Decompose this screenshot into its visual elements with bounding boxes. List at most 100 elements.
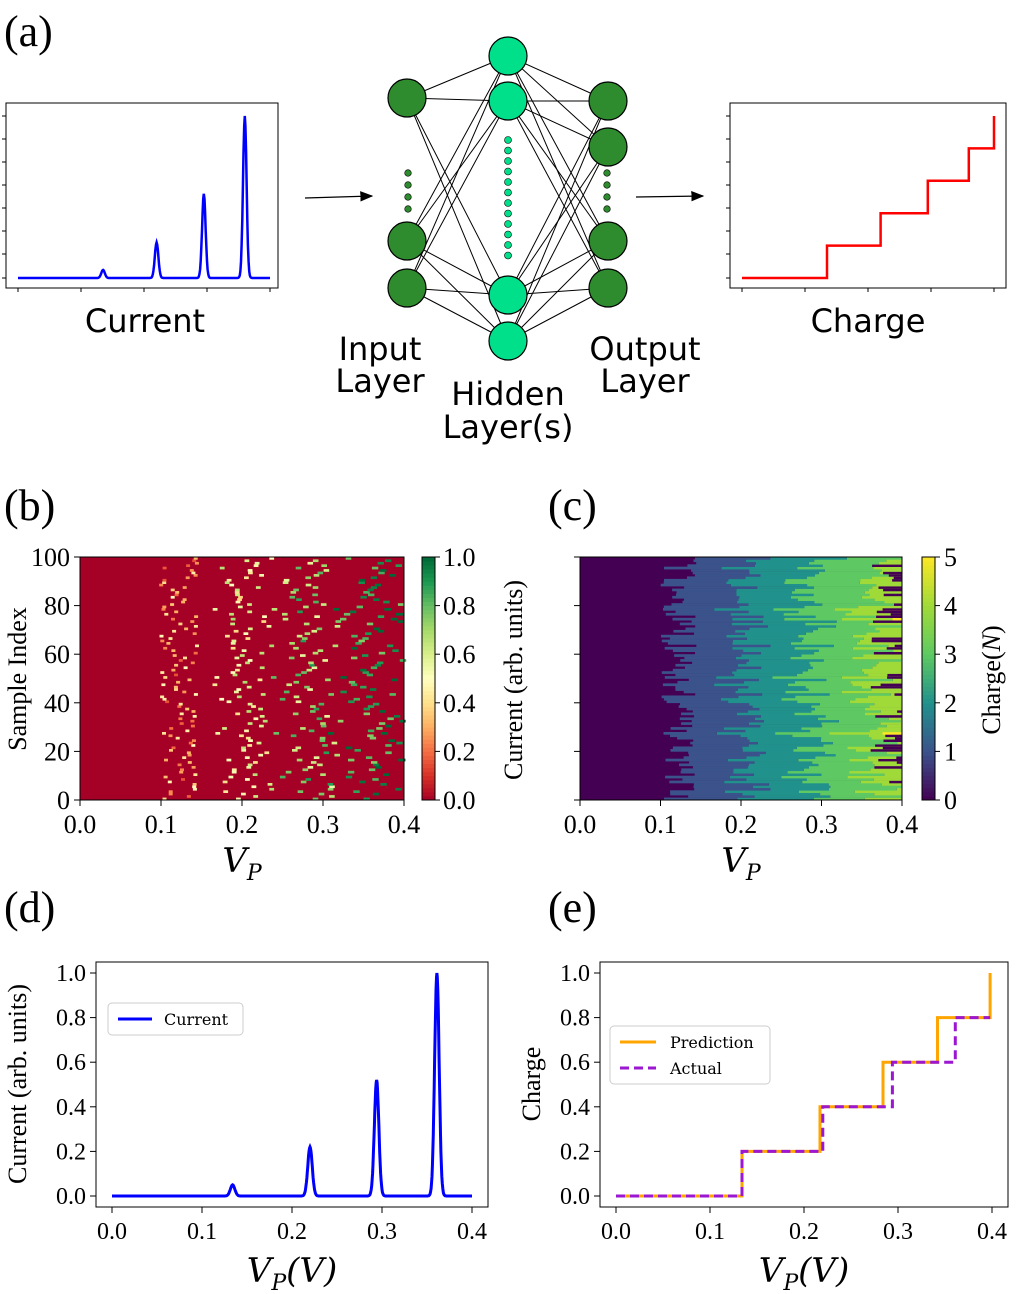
d-x-tick-label: 0.0	[97, 1219, 127, 1245]
current-peak-cell	[159, 583, 164, 587]
current-peak-cell	[376, 727, 383, 730]
e-y-tick-label: 0.4	[560, 1095, 590, 1121]
charge-level-cell	[749, 627, 818, 631]
b-y-tick-label: 80	[44, 592, 70, 621]
charge-level-cell	[688, 795, 755, 798]
current-peak-cell	[259, 574, 264, 577]
colorbar-c-segment	[922, 743, 935, 748]
current-peak-cell	[293, 588, 299, 592]
current-peak-cell	[331, 741, 338, 745]
charge-level-cell	[726, 634, 799, 638]
colorbar-c-segment	[922, 617, 935, 623]
charge-level-cell	[720, 697, 782, 701]
current-peak-cell	[168, 792, 173, 796]
charge-level-cell	[749, 763, 819, 767]
current-peak-cell	[175, 736, 180, 740]
current-peak-cell	[310, 710, 316, 713]
charge-level-cell	[757, 586, 815, 589]
current-peak-cell	[226, 700, 232, 704]
charge-level-cell	[868, 622, 902, 626]
colorbar-c-tick-label: 5	[944, 543, 957, 572]
charge-level-cell	[682, 600, 738, 604]
charge-level-cell	[669, 780, 725, 784]
current-peak-cell	[256, 741, 262, 745]
current-peak-cell	[389, 693, 396, 696]
current-peak-cell	[366, 673, 374, 677]
charge-level-cell	[900, 719, 902, 723]
charge-level-cell	[897, 741, 902, 745]
charge-level-cell	[815, 707, 865, 711]
charge-level-cell	[680, 702, 750, 706]
charge-level-cell	[802, 671, 864, 674]
current-peak-cell	[362, 654, 369, 657]
charge-level-cell	[799, 790, 855, 793]
colorbar-c-segment	[922, 678, 935, 683]
current-peak-cell	[269, 644, 275, 648]
current-peak-cell	[288, 656, 295, 660]
current-peak-cell	[380, 732, 388, 735]
current-peak-cell	[383, 600, 390, 604]
network-nodes	[387, 36, 628, 361]
plot-e-axes: 0.0 0.1 0.2 0.3 0.4 0.0 0.2 0.4 0.6 0.8 1.0	[560, 961, 1007, 1245]
current-peak-cell	[367, 588, 374, 592]
charge-level-cell	[760, 574, 815, 577]
charge-level-cell	[692, 571, 750, 575]
plot-d-frame	[95, 961, 489, 1208]
charge-level-cell	[814, 600, 885, 604]
charge-level-cell	[672, 649, 744, 652]
e-xlabel: VP(V)	[759, 1251, 849, 1294]
hidden-ellipsis-dot	[504, 230, 512, 239]
current-peak-cell	[374, 583, 382, 587]
current-peak-cell	[388, 739, 395, 742]
current-peak-cell	[179, 770, 184, 774]
charge-reset-cell	[871, 639, 902, 643]
d-x-tick-label: 0.3	[367, 1219, 397, 1245]
hidden-ellipsis-dot	[504, 146, 512, 155]
charge-level-cell	[794, 588, 869, 592]
d-x-tick-label: 0.4	[457, 1219, 487, 1245]
colorbar-c-segment	[922, 702, 935, 708]
c-xlabel: VP	[721, 841, 762, 886]
charge-level-cell	[754, 795, 831, 798]
charge-level-cell	[828, 783, 882, 786]
current-peak-cell	[370, 586, 378, 589]
colorbar-c-segment	[922, 719, 935, 724]
colorbar-c-segment	[922, 658, 935, 663]
hidden-ellipsis-dot	[504, 209, 512, 218]
charge-level-cell	[764, 719, 839, 723]
panel-c: (c) 0.0 0.1 0.2 0.3 0.4 VP 0 1 2 3 4 5 Charge(N)	[548, 481, 1006, 886]
charge-level-cell	[792, 591, 865, 594]
charge-level-cell	[745, 559, 815, 563]
panel-d: (d) 0.0 0.1 0.2 0.3 0.4 0.0 0.2 0.4 0.6 0.8 1.0 Cu…	[3, 883, 489, 1294]
current-peak-cell	[247, 603, 252, 606]
charge-level-cell	[692, 724, 761, 728]
current-peak-cell	[355, 642, 362, 645]
current-colorbar: 0.0 0.2 0.4 0.6 0.8 1.0	[421, 543, 476, 815]
colorbar-c-segment	[922, 565, 935, 570]
current-peak-cell	[286, 683, 292, 687]
current-peak-cell	[340, 676, 347, 679]
colorbar-c-tick-label: 0	[944, 786, 957, 815]
charge-level-cell	[730, 583, 808, 587]
charge-level-cell	[691, 569, 750, 572]
current-peak-cell	[212, 608, 218, 611]
colorbar-b-segment	[422, 658, 435, 663]
colorbar-b-segment	[422, 625, 435, 631]
current-peak-cell	[372, 702, 380, 706]
current-peak-cell	[320, 773, 326, 776]
colorbar-b-segment	[422, 569, 435, 574]
charge-reset-cell	[894, 693, 902, 696]
charge-reset-cell	[883, 588, 902, 592]
current-peak-cell	[290, 591, 297, 594]
charge-level-cell	[768, 783, 829, 786]
charge-level-cell	[670, 734, 741, 738]
charge-level-cell	[836, 620, 900, 623]
current-peak-cell	[236, 695, 242, 699]
current-heatmap	[80, 557, 407, 801]
charge-level-cell	[817, 717, 889, 721]
current-peak-cell	[365, 756, 373, 759]
current-peak-cell	[386, 644, 394, 648]
current-peak-cell	[347, 770, 355, 774]
current-peak-cell	[170, 595, 175, 599]
charge-level-cell	[746, 637, 804, 640]
